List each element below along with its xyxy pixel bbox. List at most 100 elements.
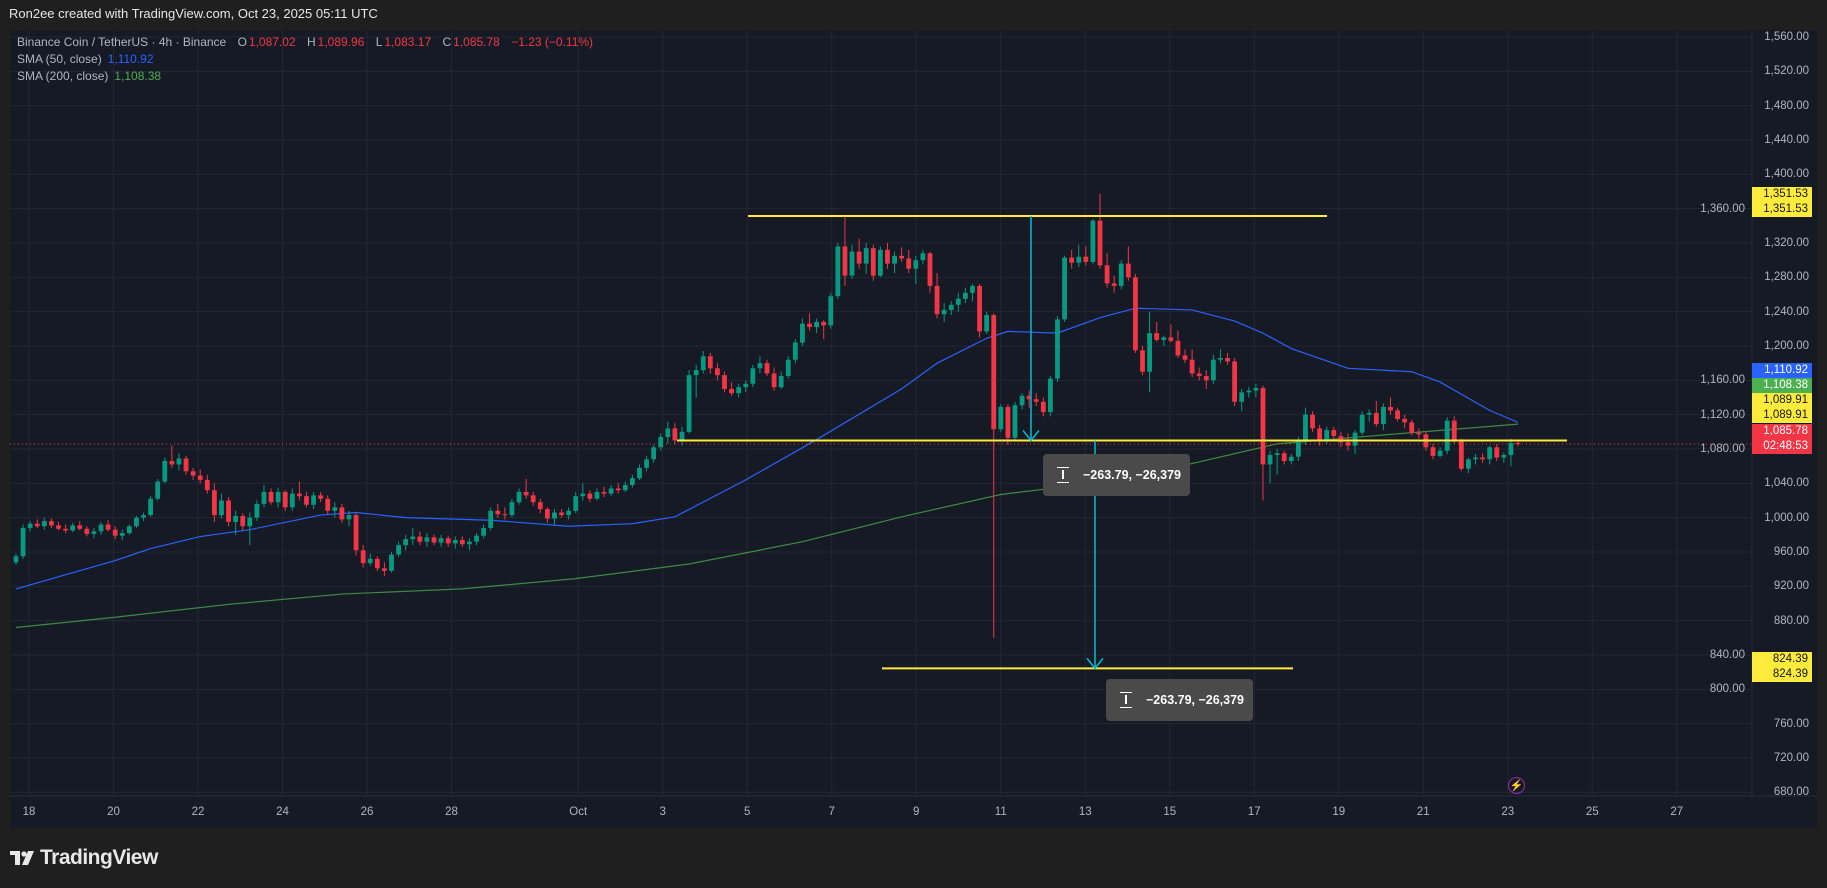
- candle-body: [1409, 422, 1415, 433]
- candle-body: [190, 471, 196, 476]
- candle: [757, 356, 763, 374]
- candle: [134, 515, 139, 528]
- time-tick-label: Oct: [569, 806, 588, 818]
- candle-body: [1111, 283, 1117, 286]
- candle-body: [1083, 256, 1089, 262]
- candle: [1501, 452, 1507, 463]
- price-tick-label: 1,400.00: [1764, 168, 1809, 181]
- candle-body: [1026, 395, 1032, 400]
- candle-body: [1473, 457, 1478, 460]
- candle-body: [1118, 263, 1124, 286]
- candle-body: [318, 495, 324, 499]
- lightning-event-icon[interactable]: ⚡: [1508, 777, 1525, 794]
- candle: [77, 521, 83, 531]
- bar-countdown: 02:48:53: [1763, 440, 1808, 452]
- candle: [297, 481, 302, 501]
- candle-body: [729, 388, 734, 394]
- time-tick-label: 27: [1670, 806, 1684, 818]
- candle-body: [1303, 414, 1308, 442]
- candle: [1281, 450, 1287, 465]
- candle: [1140, 345, 1145, 376]
- candle: [1210, 354, 1216, 384]
- legend-symbol[interactable]: Binance Coin / TetherUS · 4h · Binance: [17, 35, 227, 49]
- candle-body: [849, 251, 855, 276]
- candle: [382, 562, 387, 577]
- candle: [247, 512, 253, 546]
- candle: [126, 524, 132, 535]
- candle-body: [828, 296, 834, 326]
- candle-body: [155, 481, 161, 499]
- candle: [183, 455, 189, 475]
- candle-body: [353, 515, 359, 551]
- candle: [984, 311, 990, 334]
- price-marker-value: 1,351.53: [1763, 188, 1808, 200]
- price-tick-label: 680.00: [1773, 786, 1809, 799]
- candle-body: [899, 255, 905, 259]
- candle: [764, 359, 770, 377]
- candle-body: [261, 491, 267, 504]
- measure-label-2[interactable]: −263.79, −26,379: [1106, 679, 1253, 721]
- candle: [1494, 443, 1500, 462]
- measure-arrow-head: [1086, 657, 1104, 670]
- sma200-label: SMA (200, close): [17, 69, 109, 83]
- candle: [1395, 407, 1400, 422]
- price-tick-label: 1,080.00: [1700, 442, 1745, 455]
- candle: [1373, 400, 1379, 427]
- candle: [1097, 194, 1103, 269]
- candle-body: [920, 253, 926, 261]
- candle-body: [1210, 359, 1216, 381]
- candle: [162, 457, 168, 484]
- legend-close: 1,085.78: [453, 35, 500, 49]
- candle-body: [1161, 337, 1167, 340]
- candle: [1508, 438, 1514, 467]
- legend-sma200-row[interactable]: SMA (200, close) 1,108.38: [17, 68, 593, 85]
- tradingview-logo-icon: [10, 851, 34, 865]
- candle-body: [91, 531, 97, 534]
- candle-body: [332, 507, 338, 511]
- candle-body: [41, 521, 47, 527]
- candle-body: [672, 428, 678, 441]
- candle: [1253, 383, 1259, 398]
- measure-label-1[interactable]: −263.79, −26,379: [1043, 454, 1190, 496]
- candle: [211, 483, 217, 522]
- candle: [722, 371, 727, 393]
- candle-body: [219, 500, 224, 516]
- candle: [1458, 438, 1464, 472]
- candle-body: [1501, 455, 1507, 458]
- legend-open-label: O: [237, 35, 247, 49]
- time-tick-label: 21: [1416, 806, 1430, 818]
- candle-body: [1203, 376, 1209, 381]
- candle-body: [927, 253, 933, 286]
- measure-arrow-head: [1022, 430, 1040, 442]
- legend-open: 1,087.02: [248, 35, 296, 49]
- candle: [1466, 457, 1471, 474]
- candle-body: [311, 495, 316, 505]
- candle-body: [1253, 388, 1259, 391]
- time-tick-label: 23: [1501, 806, 1515, 818]
- candle: [1260, 385, 1266, 501]
- candle: [934, 273, 940, 319]
- candle-body: [1324, 430, 1330, 441]
- candle-body: [162, 461, 168, 482]
- candle-body: [1430, 447, 1436, 456]
- candle: [84, 526, 90, 537]
- candle: [665, 421, 671, 444]
- candle-body: [1395, 410, 1400, 419]
- candle-body: [169, 461, 175, 465]
- candle-body: [934, 285, 940, 315]
- candle: [1076, 244, 1082, 268]
- candle: [537, 498, 543, 514]
- time-tick-label: 28: [445, 806, 458, 818]
- candle: [325, 495, 331, 515]
- candle: [268, 488, 274, 505]
- candle-body: [821, 321, 827, 326]
- price-marker-value: 1,089.91: [1763, 409, 1808, 421]
- legend-low-label: L: [375, 35, 383, 49]
- chart-panel[interactable]: [10, 30, 1817, 828]
- legend-sma50-row[interactable]: SMA (50, close) 1,110.92: [17, 51, 593, 68]
- candle: [488, 507, 494, 531]
- candle-body: [800, 323, 805, 343]
- candle-body: [1373, 412, 1379, 425]
- time-tick-label: 19: [1332, 806, 1346, 818]
